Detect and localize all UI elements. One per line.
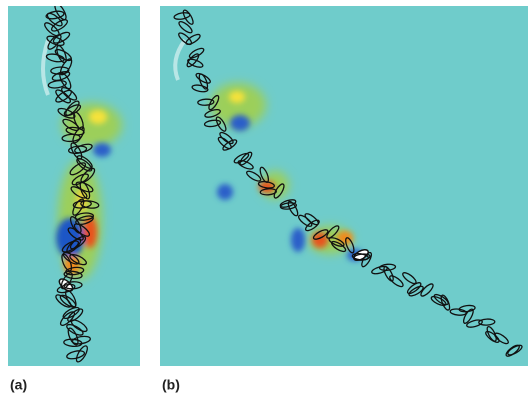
particle <box>55 89 72 103</box>
particle <box>312 229 329 240</box>
particle <box>74 212 95 221</box>
particle <box>237 159 254 170</box>
particle <box>46 12 63 27</box>
particle <box>73 223 91 237</box>
panel-a <box>8 6 140 366</box>
particle <box>462 308 474 324</box>
particle <box>378 263 397 272</box>
particle <box>215 116 227 132</box>
panel-label: (a) <box>10 377 27 393</box>
particle <box>47 34 62 50</box>
particle <box>326 225 340 239</box>
particle <box>486 325 497 342</box>
particle <box>185 33 201 45</box>
particle <box>507 344 523 356</box>
particle <box>408 285 424 297</box>
streak <box>41 39 50 96</box>
particle <box>63 281 83 290</box>
particle <box>204 108 221 118</box>
particle <box>59 72 72 90</box>
particle <box>178 21 193 34</box>
particle <box>191 84 209 93</box>
particle <box>246 170 262 182</box>
particle <box>420 283 434 297</box>
particle <box>330 240 347 253</box>
particle <box>478 318 496 326</box>
particle <box>219 131 234 145</box>
particle-chain <box>173 9 523 357</box>
particle <box>195 72 211 84</box>
particle <box>72 198 85 216</box>
particle <box>440 294 451 311</box>
particle <box>61 133 81 143</box>
particle <box>61 240 80 253</box>
particle <box>70 319 88 333</box>
particle <box>203 119 222 128</box>
panel-label: (b) <box>162 377 180 393</box>
particle <box>304 219 320 232</box>
particle <box>257 180 275 189</box>
particle <box>66 323 84 336</box>
particle <box>65 100 80 116</box>
particle-chain <box>44 6 100 363</box>
streak <box>173 38 187 81</box>
particle <box>494 332 509 345</box>
particle <box>361 251 373 268</box>
particle <box>57 107 76 119</box>
particle <box>76 155 93 169</box>
particle <box>389 275 404 288</box>
particle <box>51 71 71 81</box>
particle <box>47 79 67 89</box>
particle <box>208 94 220 111</box>
panel-b <box>160 6 528 366</box>
particle <box>69 253 87 266</box>
particle <box>69 162 87 176</box>
particle <box>45 53 65 63</box>
particle <box>46 35 65 47</box>
particle <box>56 283 76 294</box>
particle <box>80 200 100 209</box>
particle <box>63 270 83 280</box>
particle <box>198 73 209 90</box>
particle <box>59 311 76 326</box>
particle <box>75 345 88 363</box>
particle <box>50 19 69 32</box>
particle <box>182 9 194 25</box>
particle <box>59 58 73 76</box>
particle <box>65 266 85 276</box>
particle <box>187 58 204 68</box>
particle <box>433 293 449 306</box>
particle <box>406 282 422 295</box>
particle <box>71 335 91 345</box>
particle <box>66 238 82 253</box>
particle <box>345 237 355 254</box>
particle <box>66 350 86 360</box>
particle <box>67 327 79 346</box>
particle <box>222 139 238 151</box>
particle <box>273 183 285 199</box>
particle <box>466 319 483 328</box>
particle <box>55 89 72 104</box>
particle <box>287 200 299 217</box>
particle <box>197 98 215 106</box>
particle <box>79 181 91 200</box>
particle <box>72 200 92 209</box>
particle <box>45 10 65 20</box>
particle <box>59 294 77 308</box>
particle <box>62 251 80 265</box>
particle <box>328 237 345 247</box>
